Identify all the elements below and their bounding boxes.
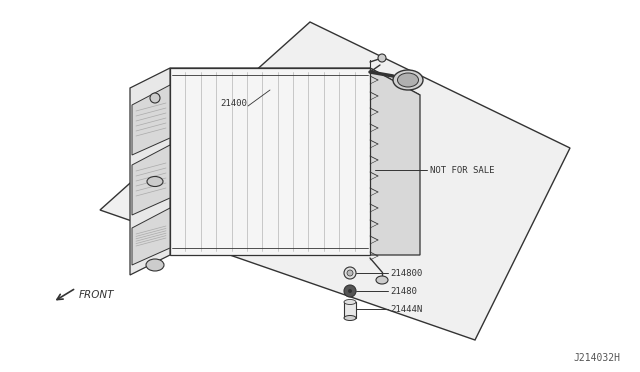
Polygon shape [370,68,420,255]
Polygon shape [132,145,170,215]
Ellipse shape [344,315,356,321]
Text: 21400: 21400 [220,99,247,108]
Polygon shape [170,68,370,255]
Text: FRONT: FRONT [79,290,115,300]
Circle shape [344,267,356,279]
Ellipse shape [147,176,163,186]
Text: 214800: 214800 [390,269,422,278]
Ellipse shape [397,73,419,87]
Circle shape [378,54,386,62]
Text: NOT FOR SALE: NOT FOR SALE [430,166,495,174]
Text: 21444N: 21444N [390,305,422,314]
Circle shape [150,93,160,103]
Polygon shape [130,68,170,275]
Circle shape [348,289,352,293]
Ellipse shape [376,276,388,284]
Polygon shape [132,85,170,155]
Polygon shape [132,208,170,265]
Ellipse shape [344,299,356,305]
Circle shape [344,285,356,297]
Ellipse shape [393,70,423,90]
Circle shape [347,270,353,276]
Text: J214032H: J214032H [573,353,620,363]
Ellipse shape [146,259,164,271]
Text: 21480: 21480 [390,286,417,295]
Polygon shape [100,22,570,340]
Polygon shape [170,68,420,95]
Bar [344,302,356,318]
